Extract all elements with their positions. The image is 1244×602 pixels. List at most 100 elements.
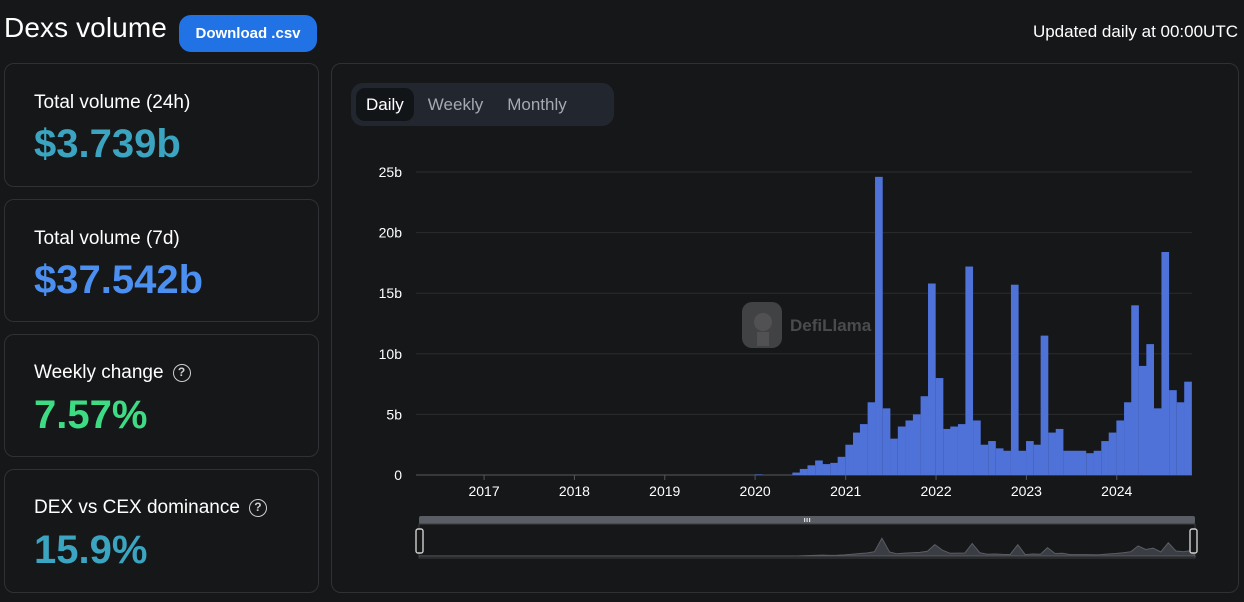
stat-value: $37.542b bbox=[34, 258, 204, 302]
volume-bar bbox=[897, 426, 906, 475]
volume-bars bbox=[754, 176, 1192, 475]
x-tick-label: 2021 bbox=[830, 483, 861, 499]
volume-bar bbox=[1048, 432, 1056, 475]
volume-bar bbox=[1169, 390, 1177, 475]
volume-bar bbox=[882, 408, 891, 475]
range-slider-grip-icon bbox=[804, 518, 811, 522]
volume-bar bbox=[890, 438, 898, 475]
chart-panel: Daily Weekly Monthly 0 5b 10b 15b 20b 25b 201… bbox=[331, 63, 1239, 593]
volume-bar bbox=[1124, 402, 1132, 475]
download-csv-button[interactable]: Download .csv bbox=[179, 15, 317, 52]
volume-bar bbox=[1063, 450, 1072, 475]
y-tick-label: 20b bbox=[379, 225, 403, 241]
stat-label: Total volume (24h) bbox=[34, 92, 191, 113]
volume-bar bbox=[1055, 428, 1064, 475]
volume-bar bbox=[867, 402, 876, 475]
volume-bar bbox=[754, 474, 763, 475]
volume-bar bbox=[1003, 450, 1011, 475]
volume-bar bbox=[1108, 432, 1117, 475]
y-tick-label: 25b bbox=[379, 164, 403, 180]
volume-chart: 0 5b 10b 15b 20b 25b 2017 2018 2019 2020 2021 2022… bbox=[379, 164, 1198, 559]
volume-bar bbox=[988, 441, 996, 475]
volume-bar bbox=[1086, 453, 1094, 475]
updated-text: Updated daily at 00:00UTC bbox=[1032, 22, 1238, 41]
volume-bar bbox=[912, 414, 921, 475]
volume-bar bbox=[995, 448, 1004, 475]
x-tick-label: 2019 bbox=[649, 483, 680, 499]
volume-bar bbox=[1116, 420, 1125, 475]
stat-value: 15.9% bbox=[34, 528, 148, 572]
volume-bar bbox=[1018, 450, 1027, 475]
volume-bar bbox=[1033, 444, 1042, 475]
stat-value: $3.739b bbox=[34, 122, 181, 166]
tab-monthly[interactable]: Monthly bbox=[507, 94, 567, 114]
grid-lines bbox=[416, 171, 1192, 476]
volume-bar bbox=[859, 424, 868, 475]
x-tick-label: 2023 bbox=[1011, 483, 1042, 499]
x-tick-label: 2018 bbox=[559, 483, 590, 499]
stat-card-dex-cex-dominance: DEX vs CEX dominance ? 15.9% bbox=[4, 469, 319, 593]
stat-label: Weekly change bbox=[34, 362, 164, 383]
y-axis-ticks: 0 5b 10b 15b 20b 25b bbox=[379, 164, 403, 483]
y-tick-label: 10b bbox=[379, 346, 403, 362]
volume-bar bbox=[822, 464, 831, 475]
help-icon[interactable]: ? bbox=[248, 499, 267, 517]
volume-bar bbox=[1070, 450, 1079, 475]
stat-label: DEX vs CEX dominance bbox=[34, 497, 240, 518]
defillama-logo-icon bbox=[742, 302, 782, 348]
x-tick-label: 2022 bbox=[920, 483, 951, 499]
volume-bar bbox=[1101, 441, 1109, 475]
volume-bar bbox=[815, 460, 823, 475]
volume-bar bbox=[980, 444, 989, 475]
volume-bar bbox=[807, 465, 816, 475]
volume-bar bbox=[943, 428, 952, 475]
stat-card-weekly-change: Weekly change ? 7.57% bbox=[4, 334, 319, 457]
stat-card-volume-24h: Total volume (24h) $3.739b bbox=[4, 63, 319, 187]
volume-bar bbox=[905, 420, 914, 475]
stat-card-volume-7d: Total volume (7d) $37.542b bbox=[4, 199, 319, 322]
volume-bar bbox=[1093, 450, 1102, 475]
tab-weekly[interactable]: Weekly bbox=[427, 94, 484, 114]
period-tabs: Daily Weekly Monthly bbox=[351, 83, 614, 126]
volume-bar bbox=[792, 472, 801, 475]
volume-bar bbox=[799, 468, 808, 475]
watermark-text: DefiLlama bbox=[790, 316, 872, 335]
tab-daily[interactable]: Daily bbox=[356, 88, 414, 121]
help-icon[interactable]: ? bbox=[172, 364, 191, 382]
watermark: DefiLlama bbox=[742, 302, 872, 348]
volume-bar bbox=[1184, 381, 1192, 475]
volume-bar bbox=[845, 444, 854, 475]
volume-bar bbox=[1176, 402, 1185, 475]
volume-bar bbox=[1161, 251, 1170, 475]
volume-bar bbox=[935, 378, 944, 475]
volume-bar bbox=[1138, 365, 1147, 475]
volume-bar bbox=[837, 456, 846, 475]
volume-bar bbox=[853, 432, 861, 475]
x-tick-label: 2024 bbox=[1101, 483, 1132, 499]
volume-bar bbox=[950, 426, 958, 475]
x-tick-label: 2017 bbox=[468, 483, 499, 499]
stat-label: Total volume (7d) bbox=[34, 228, 180, 249]
range-slider-window bbox=[418, 523, 1196, 559]
volume-bar bbox=[875, 176, 883, 475]
range-right-handle[interactable] bbox=[1189, 528, 1198, 554]
y-tick-label: 15b bbox=[379, 285, 403, 301]
volume-bar bbox=[965, 266, 974, 475]
volume-bar bbox=[1026, 441, 1034, 475]
range-left-handle[interactable] bbox=[415, 528, 424, 554]
y-tick-label: 0 bbox=[394, 467, 402, 483]
x-axis-ticks: 2017 2018 2019 2020 2021 2022 2023 2024 bbox=[468, 475, 1133, 499]
volume-bar bbox=[1131, 305, 1139, 475]
volume-bar bbox=[973, 420, 981, 475]
volume-bar bbox=[1078, 450, 1087, 475]
volume-bar bbox=[1146, 344, 1154, 475]
volume-bar bbox=[1154, 408, 1162, 475]
stat-value: 7.57% bbox=[34, 393, 148, 437]
volume-bar bbox=[830, 462, 838, 475]
volume-bar bbox=[928, 283, 936, 475]
volume-bar bbox=[1040, 335, 1049, 475]
range-slider[interactable] bbox=[415, 516, 1198, 559]
y-tick-label: 5b bbox=[386, 406, 402, 422]
volume-bar bbox=[920, 396, 929, 475]
x-tick-label: 2020 bbox=[740, 483, 771, 499]
